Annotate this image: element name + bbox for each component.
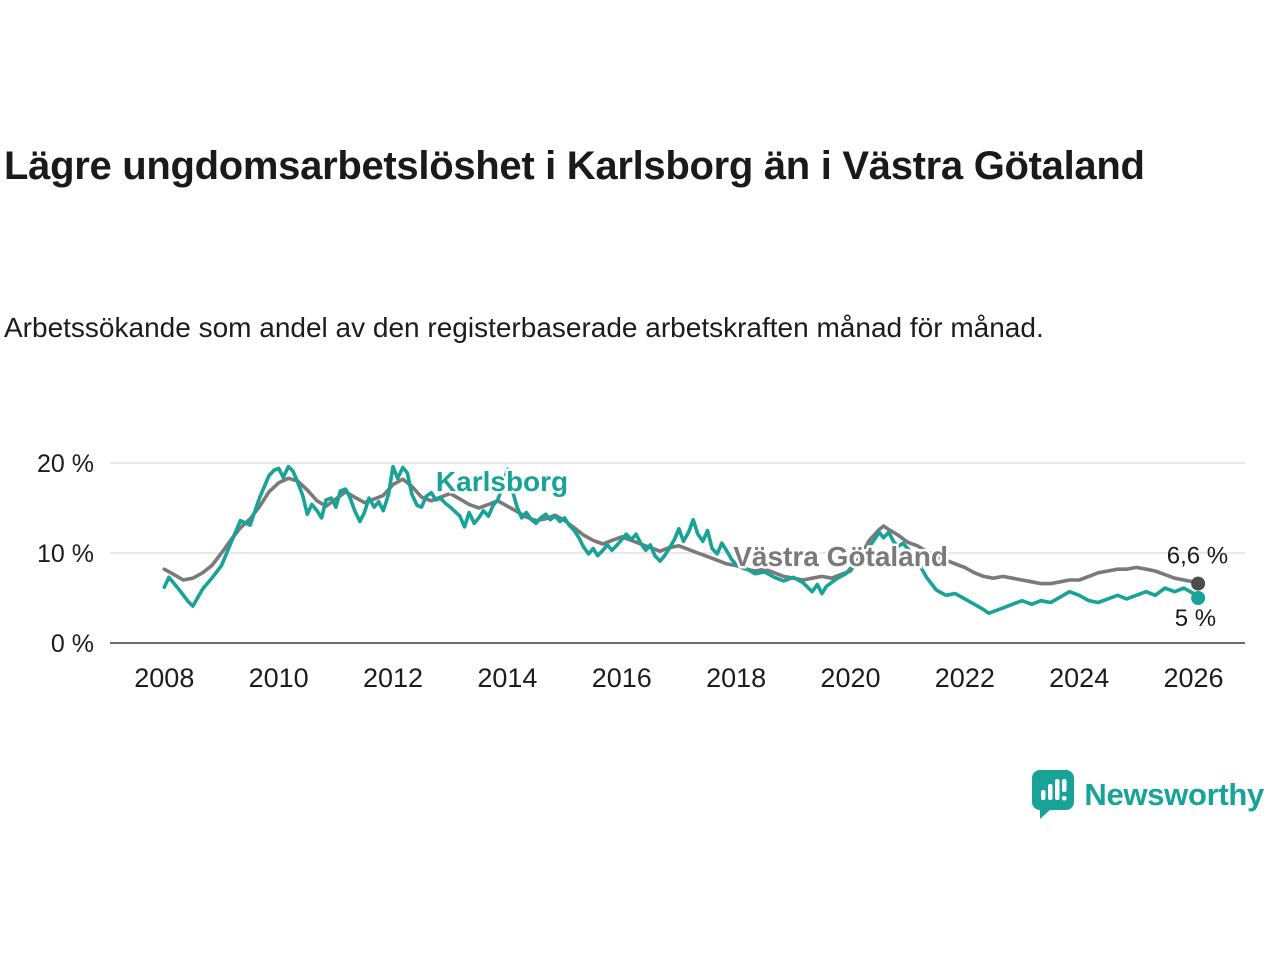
x-tick-label: 2016 [592,663,652,693]
page-title: Lägre ungdomsarbetslöshet i Karlsborg än… [4,144,1145,188]
newsworthy-logo: Newsworthy [1032,770,1264,819]
karlsborg-end-dot [1191,591,1206,605]
series-labels: Västra Götaland 6,6 % Karlsborg 5 % [433,463,1228,632]
vastra-gotaland-end-dot [1191,576,1206,591]
y-tick-label: 20 % [37,450,94,478]
x-tick-label: 2010 [249,663,309,693]
series-vastra-gotaland [162,476,1206,591]
x-tick-label: 2012 [363,663,423,693]
vastra-gotaland-series-label: Västra Götaland [733,541,948,572]
x-tick-label: 2022 [935,663,995,693]
y-tick-label: 0 % [51,630,94,658]
karlsborg-end-value-label: 5 % [1175,605,1216,632]
x-tick-label: 2014 [477,663,537,693]
karlsborg-series-label: Karlsborg [436,466,568,497]
vastra-gotaland-end-value-label: 6,6 % [1167,543,1228,570]
x-tick-label: 2026 [1164,663,1224,693]
x-tick-label: 2008 [134,663,194,693]
newsworthy-icon [1032,770,1075,819]
axes: 0 % 10 % 20 % 2008 2010 2012 2014 2016 2018 2020 2… [37,450,1245,693]
newsworthy-icon-bars [1041,779,1067,801]
x-tick-label: 2020 [820,663,880,693]
unemployment-chart: 0 % 10 % 20 % 2008 2010 2012 2014 2016 2018 2020 2… [0,438,1280,718]
series-karlsborg [162,464,1206,616]
line-chart-svg: 0 % 10 % 20 % 2008 2010 2012 2014 2016 2018 2020 2… [37,450,1245,693]
karlsborg-line [162,464,1200,616]
newsworthy-icon-bubble [1032,770,1075,819]
newsworthy-wordmark: Newsworthy [1084,777,1264,812]
x-tick-label: 2018 [706,663,766,693]
y-tick-label: 10 % [37,540,94,568]
page-subtitle: Arbetssökande som andel av den registerb… [4,312,1044,343]
x-tick-label: 2024 [1049,663,1109,693]
